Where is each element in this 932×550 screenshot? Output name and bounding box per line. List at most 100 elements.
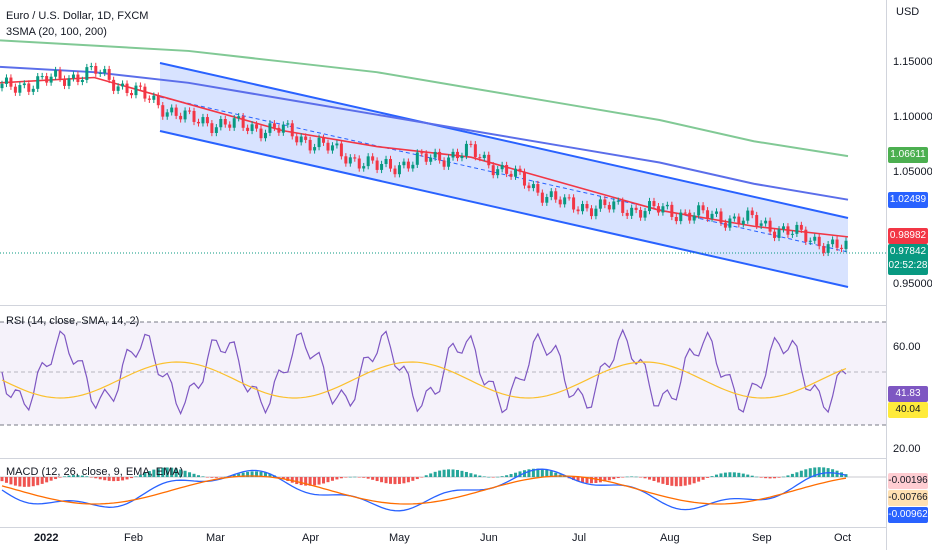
- macd-histogram-bar: [509, 474, 513, 477]
- candle-body: [290, 123, 294, 137]
- macd-histogram-bar: [161, 467, 165, 477]
- candle-body: [183, 110, 187, 120]
- macd-histogram-bar: [482, 476, 486, 477]
- candle-body: [795, 224, 799, 234]
- macd-label[interactable]: MACD (12, 26, close, 9, EMA, EMA): [6, 466, 184, 478]
- macd-histogram-bar: [322, 477, 326, 484]
- time-label: Feb: [124, 532, 143, 544]
- macd-histogram-bar: [706, 477, 710, 478]
- macd-histogram-bar: [263, 472, 267, 477]
- macd-histogram-bar: [496, 476, 500, 478]
- candle-body: [612, 201, 616, 210]
- macd-histogram-bar: [447, 469, 451, 477]
- last-price-tag: 0.97842 02:52:28: [888, 244, 928, 275]
- candle-body: [255, 124, 259, 129]
- candle-body: [621, 200, 625, 213]
- macd-histogram-bar: [536, 468, 540, 477]
- separator-time: [0, 527, 886, 528]
- candle-body: [469, 143, 473, 145]
- macd-histogram-bar: [232, 474, 236, 477]
- macd-histogram-bar: [764, 477, 768, 479]
- macd-histogram-bar: [773, 477, 777, 479]
- macd-histogram-bar: [464, 471, 468, 477]
- macd-histogram-bar: [58, 477, 62, 478]
- price-tick: 1.15000: [893, 56, 932, 68]
- candle-body: [697, 205, 701, 216]
- macd-histogram-bar: [116, 477, 120, 482]
- candle-body: [214, 127, 218, 134]
- candle-body: [531, 184, 535, 189]
- candle-body: [116, 86, 120, 91]
- macd-histogram-bar: [389, 477, 393, 484]
- candle-body: [152, 95, 156, 100]
- macd-histogram-bar: [804, 469, 808, 477]
- macd-histogram-bar: [241, 472, 245, 477]
- macd-histogram-bar: [527, 469, 531, 477]
- candle-body: [223, 119, 227, 125]
- candle-body: [634, 207, 638, 210]
- candle-body: [429, 157, 433, 162]
- candle-body: [27, 83, 31, 92]
- time-label: Aug: [660, 532, 680, 544]
- macd-signal-tag: -0.00766: [888, 490, 928, 506]
- candle-body: [192, 110, 196, 122]
- candle-body: [433, 151, 437, 158]
- macd-histogram-bar: [648, 477, 652, 480]
- candle-body: [98, 72, 102, 74]
- candle-body: [380, 163, 384, 170]
- candle-body: [130, 93, 134, 96]
- macd-histogram-bar: [679, 477, 683, 487]
- rsi-tick: 60.00: [893, 341, 921, 353]
- candle-body: [67, 78, 71, 86]
- candle-body: [473, 144, 477, 158]
- sma100-price-tag: 1.02489: [888, 192, 928, 208]
- candle-body: [210, 123, 214, 134]
- candle-body: [156, 95, 160, 106]
- indicator-label[interactable]: 3SMA (20, 100, 200): [6, 26, 107, 38]
- macd-histogram-bar: [478, 475, 482, 477]
- candle-body: [527, 185, 531, 189]
- macd-histogram-bar: [670, 477, 674, 486]
- time-label: Mar: [206, 532, 225, 544]
- macd-histogram-bar: [112, 477, 116, 482]
- candle-body: [299, 136, 303, 143]
- candle-body: [371, 156, 375, 161]
- candle-body: [598, 199, 602, 209]
- candle-body: [143, 86, 147, 99]
- macd-histogram-bar: [424, 475, 428, 477]
- macd-histogram-bar: [786, 475, 790, 477]
- rsi-label[interactable]: RSI (14, close, SMA, 14, 2): [6, 315, 140, 327]
- macd-histogram-bar: [661, 477, 665, 484]
- candle-body: [353, 157, 357, 159]
- candle-body: [799, 224, 803, 230]
- macd-histogram-bar: [438, 470, 442, 477]
- candle-body: [424, 153, 428, 162]
- candle-body: [420, 152, 424, 154]
- candle-body: [643, 211, 647, 218]
- macd-histogram-bar: [652, 477, 656, 481]
- macd-histogram-bar: [688, 477, 692, 485]
- candle-body: [362, 166, 366, 169]
- candle-body: [174, 107, 178, 116]
- macd-histogram-bar: [692, 477, 696, 484]
- candle-body: [308, 139, 312, 151]
- sma-line-2: [0, 65, 849, 201]
- macd-histogram-bar: [469, 473, 473, 477]
- macd-histogram-bar: [420, 477, 424, 478]
- macd-histogram-bar: [607, 477, 611, 481]
- candle-body: [415, 152, 419, 165]
- macd-histogram-bar: [268, 473, 272, 477]
- candle-body: [496, 169, 500, 176]
- macd-histogram-bar: [491, 477, 495, 478]
- candle-body: [844, 240, 848, 249]
- candle-body: [406, 161, 410, 169]
- candle-body: [63, 78, 67, 86]
- macd-histogram-bar: [196, 475, 200, 477]
- candle-body: [451, 151, 455, 158]
- candle-body: [728, 218, 732, 228]
- macd-histogram-bar: [701, 477, 705, 480]
- candle-body: [263, 132, 267, 139]
- candle-body: [567, 197, 571, 199]
- candle-body: [607, 205, 611, 210]
